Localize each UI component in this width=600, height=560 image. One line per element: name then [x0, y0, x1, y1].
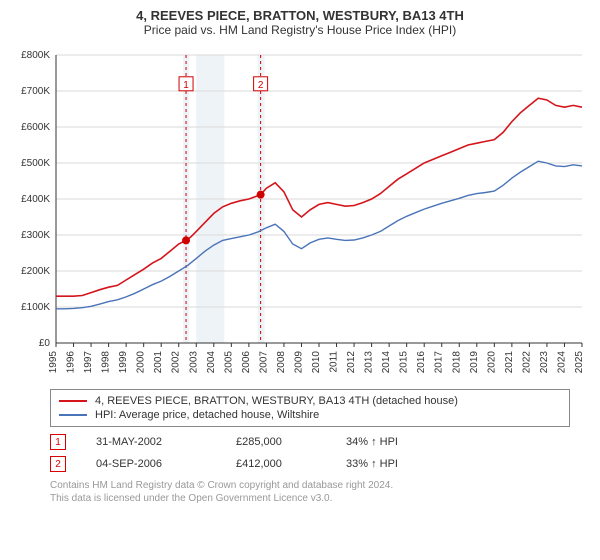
footer-attribution: Contains HM Land Registry data © Crown c… — [50, 479, 570, 505]
svg-text:£400K: £400K — [21, 194, 50, 205]
marker-price: £412,000 — [236, 458, 316, 470]
marker-hpi: 33% ↑ HPI — [346, 458, 426, 470]
svg-text:£700K: £700K — [21, 86, 50, 97]
svg-text:£500K: £500K — [21, 158, 50, 169]
svg-text:2023: 2023 — [539, 351, 550, 374]
svg-text:£100K: £100K — [21, 302, 50, 313]
legend-label: HPI: Average price, detached house, Wilt… — [95, 409, 319, 421]
page-title-1: 4, REEVES PIECE, BRATTON, WESTBURY, BA13… — [10, 8, 590, 23]
svg-text:£600K: £600K — [21, 122, 50, 133]
svg-text:2: 2 — [258, 80, 264, 91]
marker-hpi: 34% ↑ HPI — [346, 436, 426, 448]
legend-row: HPI: Average price, detached house, Wilt… — [59, 408, 561, 422]
svg-text:2007: 2007 — [258, 351, 269, 374]
page-title-2: Price paid vs. HM Land Registry's House … — [10, 23, 590, 37]
svg-text:2013: 2013 — [364, 351, 375, 374]
svg-text:2018: 2018 — [451, 351, 462, 374]
svg-text:2010: 2010 — [311, 351, 322, 374]
marker-table: 1 31-MAY-2002 £285,000 34% ↑ HPI 2 04-SEP-200… — [50, 431, 570, 475]
svg-text:2025: 2025 — [574, 351, 585, 374]
svg-text:2005: 2005 — [223, 351, 234, 374]
footer-line-2: This data is licensed under the Open Gov… — [50, 492, 570, 505]
svg-text:2012: 2012 — [346, 351, 357, 374]
legend: 4, REEVES PIECE, BRATTON, WESTBURY, BA13… — [50, 389, 570, 427]
marker-row: 2 04-SEP-2006 £412,000 33% ↑ HPI — [50, 453, 570, 475]
svg-text:£0: £0 — [39, 338, 51, 349]
svg-text:1997: 1997 — [83, 351, 94, 374]
svg-text:2004: 2004 — [206, 351, 217, 374]
svg-text:2003: 2003 — [188, 351, 199, 374]
svg-text:£800K: £800K — [21, 50, 50, 61]
svg-text:1: 1 — [183, 80, 189, 91]
svg-text:2001: 2001 — [153, 351, 164, 374]
svg-text:2000: 2000 — [136, 351, 147, 374]
svg-text:2011: 2011 — [329, 351, 340, 373]
svg-text:1996: 1996 — [66, 351, 77, 374]
marker-row: 1 31-MAY-2002 £285,000 34% ↑ HPI — [50, 431, 570, 453]
legend-row: 4, REEVES PIECE, BRATTON, WESTBURY, BA13… — [59, 394, 561, 408]
svg-text:2020: 2020 — [486, 351, 497, 374]
marker-price: £285,000 — [236, 436, 316, 448]
price-chart: £0 £100K £200K £300K £400K £500K £600K £700K £80… — [10, 43, 590, 383]
svg-text:2017: 2017 — [434, 351, 445, 374]
svg-text:2022: 2022 — [521, 351, 532, 374]
svg-text:£300K: £300K — [21, 230, 50, 241]
marker-badge: 2 — [50, 456, 66, 472]
svg-text:2009: 2009 — [293, 351, 304, 374]
marker-date: 31-MAY-2002 — [96, 436, 206, 448]
legend-label: 4, REEVES PIECE, BRATTON, WESTBURY, BA13… — [95, 395, 458, 407]
svg-text:2002: 2002 — [171, 351, 182, 374]
legend-swatch — [59, 400, 87, 402]
svg-text:2016: 2016 — [416, 351, 427, 374]
marker-badge: 1 — [50, 434, 66, 450]
svg-text:1999: 1999 — [118, 351, 129, 374]
svg-text:2024: 2024 — [556, 351, 567, 374]
footer-line-1: Contains HM Land Registry data © Crown c… — [50, 479, 570, 492]
legend-swatch — [59, 414, 87, 416]
svg-text:2019: 2019 — [469, 351, 480, 374]
svg-text:2015: 2015 — [399, 351, 410, 374]
svg-text:1995: 1995 — [48, 351, 59, 374]
svg-text:2021: 2021 — [504, 351, 515, 374]
svg-text:£200K: £200K — [21, 266, 50, 277]
svg-text:2006: 2006 — [241, 351, 252, 374]
svg-text:2014: 2014 — [381, 351, 392, 374]
svg-text:2008: 2008 — [276, 351, 287, 374]
marker-date: 04-SEP-2006 — [96, 458, 206, 470]
svg-text:1998: 1998 — [101, 351, 112, 374]
